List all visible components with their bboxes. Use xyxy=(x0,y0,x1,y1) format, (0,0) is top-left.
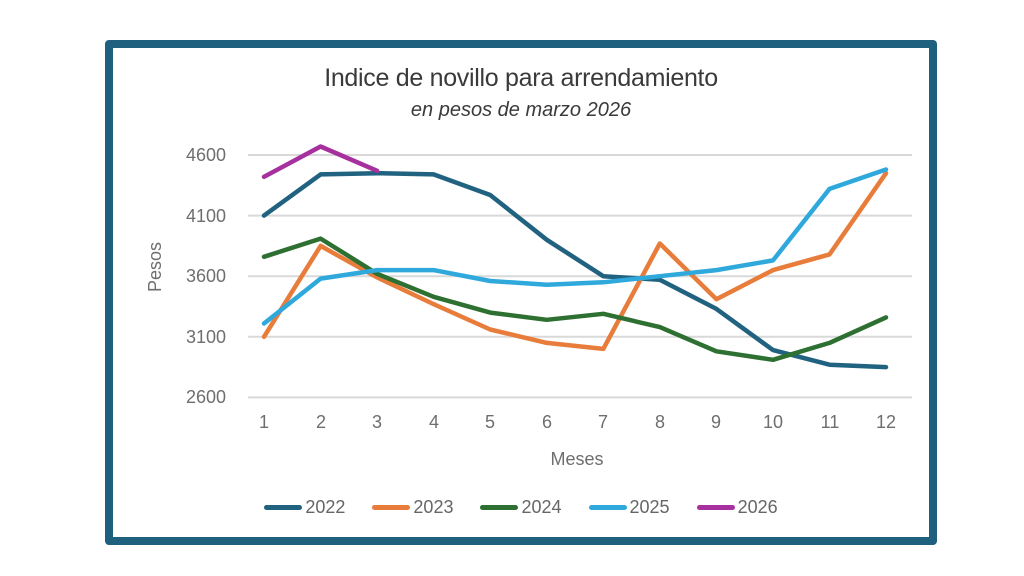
y-tick-label: 3100 xyxy=(185,327,226,347)
y-tick-label: 4600 xyxy=(185,145,226,165)
x-tick-label: 8 xyxy=(654,412,665,432)
y-axis-label: Pesos xyxy=(145,241,165,293)
legend-item-2022: 2022 xyxy=(264,497,345,518)
chart-frame xyxy=(105,40,937,545)
x-tick-label: 7 xyxy=(597,412,608,432)
x-tick-label: 9 xyxy=(710,412,721,432)
legend-label: 2022 xyxy=(305,497,346,517)
x-tick-label: 2 xyxy=(315,412,326,432)
x-tick-label: 1 xyxy=(258,412,269,432)
chart-title: Indice de novillo para arrendamiento xyxy=(324,64,718,92)
series-line-2025 xyxy=(261,167,889,326)
legend-label: 2023 xyxy=(413,497,454,517)
x-tick-label: 6 xyxy=(541,412,552,432)
series-line-2026 xyxy=(261,144,380,180)
legend-swatch xyxy=(372,505,411,510)
x-tick-label: 3 xyxy=(371,412,382,432)
x-tick-label: 10 xyxy=(762,412,784,432)
legend-swatch xyxy=(588,505,627,510)
y-tick-label: 2600 xyxy=(185,387,226,407)
legend-label: 2024 xyxy=(521,497,562,517)
chart-legend: 2022 2023 2024 2025 2026 xyxy=(105,497,937,518)
legend-swatch xyxy=(696,505,735,510)
legend-item-2026: 2026 xyxy=(696,497,778,518)
x-tick-label: 5 xyxy=(484,412,495,432)
legend-item-2024: 2024 xyxy=(480,497,562,518)
x-axis-label: Meses xyxy=(550,449,604,469)
x-tick-label: 11 xyxy=(820,412,840,432)
legend-swatch xyxy=(480,505,519,510)
series-line-2024 xyxy=(261,236,889,363)
x-tick-label: 12 xyxy=(875,412,897,432)
legend-item-2025: 2025 xyxy=(588,497,670,518)
x-tick-label: 4 xyxy=(428,412,439,432)
legend-label: 2025 xyxy=(629,497,670,517)
legend-swatch xyxy=(264,505,303,510)
legend-label: 2026 xyxy=(737,497,778,517)
legend-item-2023: 2023 xyxy=(372,497,453,518)
series-line-2022 xyxy=(261,170,889,370)
y-tick-label: 3600 xyxy=(185,266,226,286)
chart-subtitle: en pesos de marzo 2026 xyxy=(410,99,632,121)
y-tick-label: 4100 xyxy=(185,206,226,226)
